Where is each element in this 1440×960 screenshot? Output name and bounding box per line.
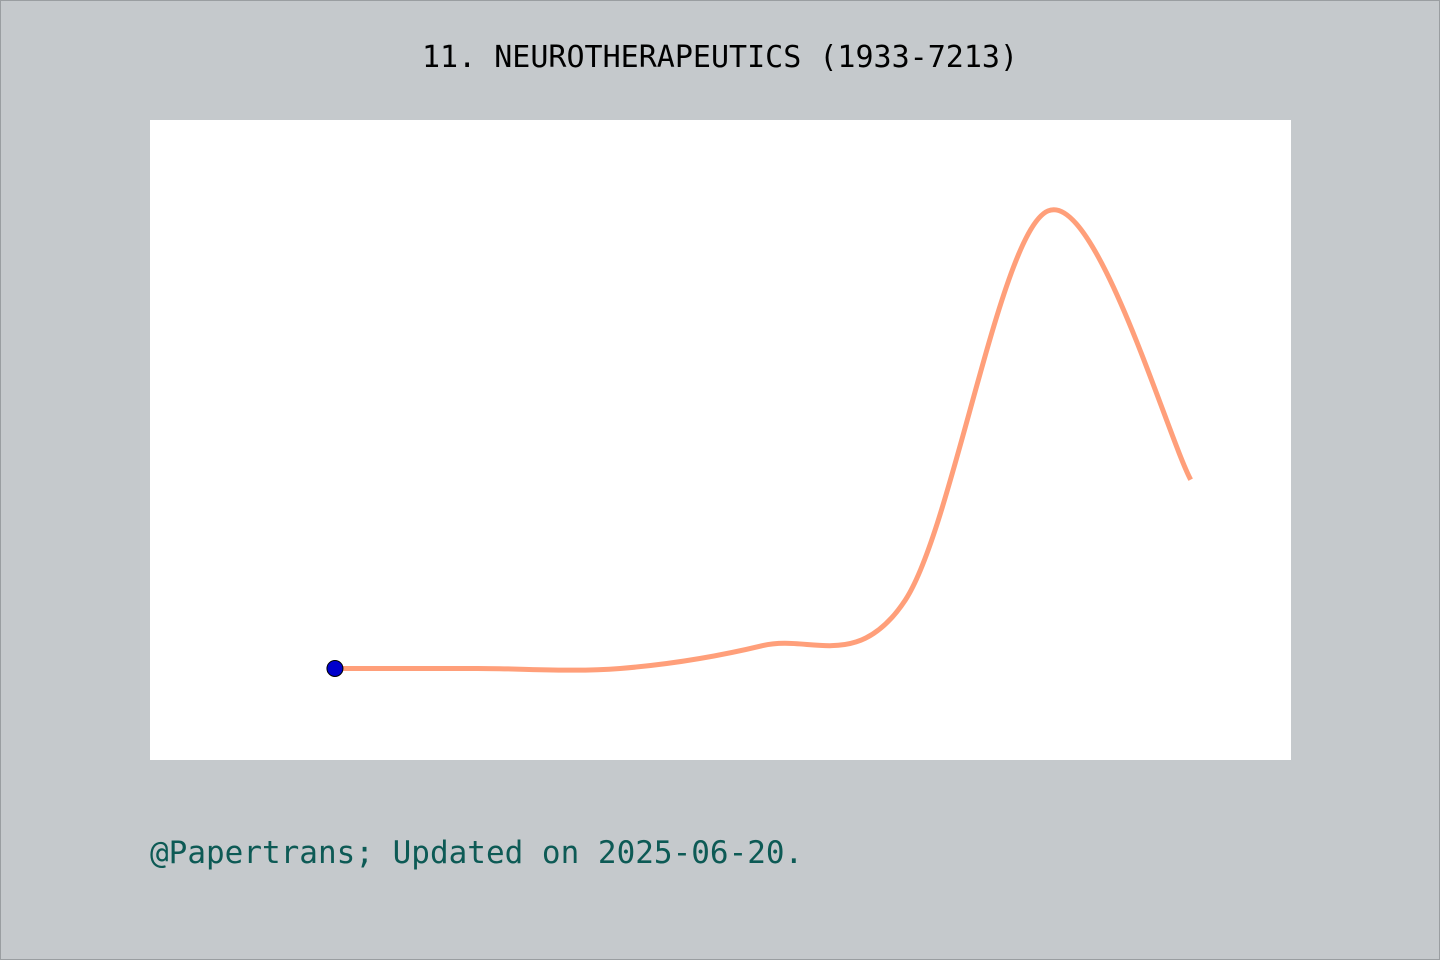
footer-credit: @Papertrans; Updated on 2025-06-20. (150, 835, 804, 871)
oa-gold-line (334, 207, 1193, 673)
plot-background (150, 120, 1291, 760)
chart-title: 11. NEUROTHERAPEUTICS (1933-7213) (422, 40, 1018, 75)
oa-gold-marker (326, 659, 344, 677)
plot-area (150, 120, 1291, 760)
